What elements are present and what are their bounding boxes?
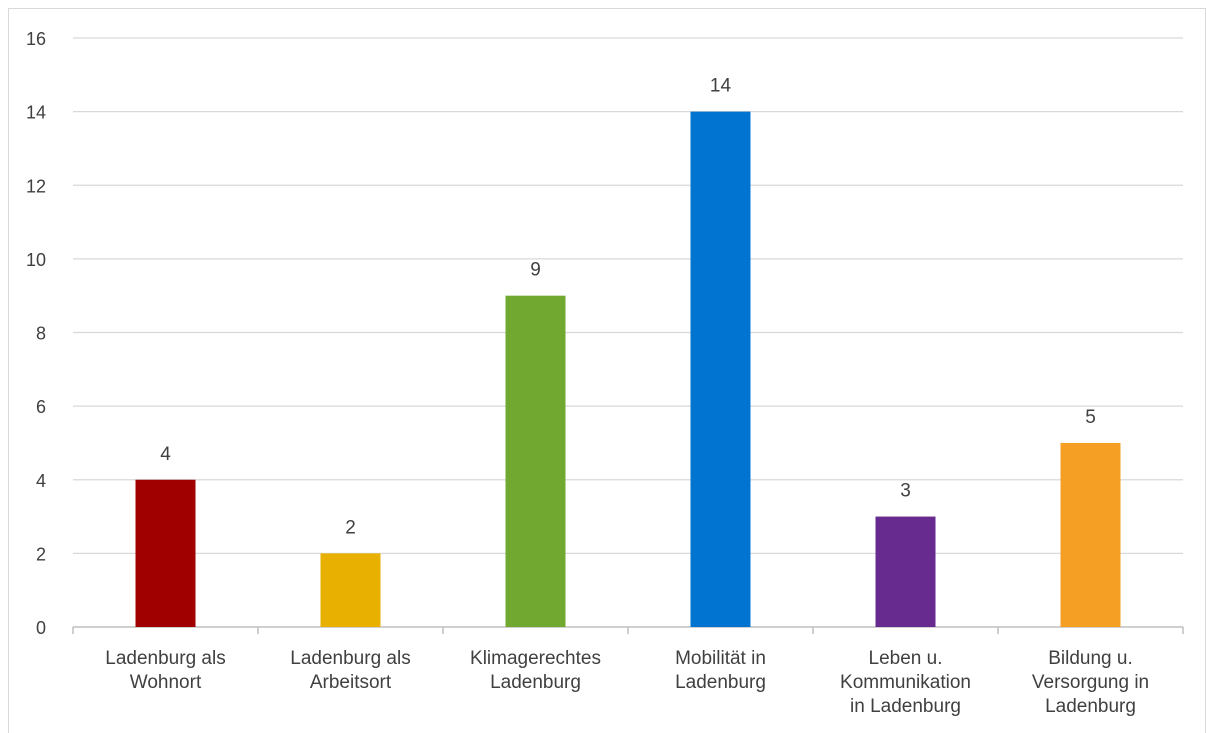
bar (690, 111, 751, 627)
data-labels: 4 2 9 14 3 5 (160, 76, 1096, 539)
y-tick-label: 4 (36, 471, 46, 491)
data-label: 3 (900, 481, 911, 502)
bar (875, 516, 936, 627)
bars (135, 111, 1121, 627)
y-tick-label: 8 (36, 324, 46, 344)
data-label: 9 (530, 260, 541, 281)
bar (505, 295, 566, 627)
data-label: 2 (345, 517, 356, 538)
y-tick-label: 12 (26, 176, 46, 196)
y-axis-tick-labels: 0 2 4 6 8 10 12 14 16 (26, 29, 46, 638)
y-tick-label: 6 (36, 397, 46, 417)
data-label: 14 (710, 76, 732, 97)
y-tick-label: 14 (26, 103, 46, 123)
y-tick-label: 2 (36, 544, 46, 564)
category-label: Leben u. Kommunikation in Ladenburg (840, 648, 971, 717)
y-tick-label: 0 (36, 618, 46, 638)
x-axis-category-labels: Ladenburg als Wohnort Ladenburg als Arbeits… (105, 648, 1149, 717)
category-label: Ladenburg als Arbeitsort (290, 648, 410, 693)
x-axis (72, 626, 1184, 634)
bar (135, 479, 196, 627)
gridlines (73, 37, 1183, 554)
category-label: Bildung u. Versorgung in Ladenburg (1032, 648, 1149, 717)
y-tick-label: 10 (26, 250, 46, 270)
data-label: 4 (160, 444, 171, 465)
bar (320, 553, 381, 627)
y-tick-label: 16 (26, 29, 46, 49)
data-label: 5 (1085, 407, 1096, 428)
category-label: Klimagerechtes Ladenburg (470, 648, 601, 693)
category-label: Mobilität in Ladenburg (675, 648, 766, 693)
category-label: Ladenburg als Wohnort (105, 648, 225, 693)
bar (1060, 442, 1121, 627)
